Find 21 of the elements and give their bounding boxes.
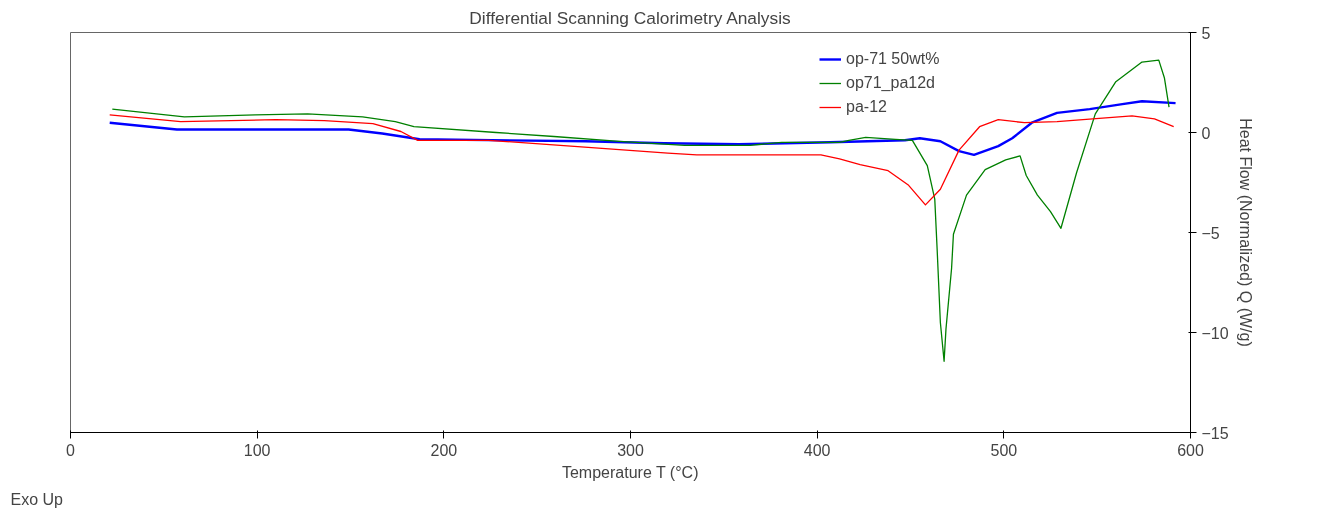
x-tick-label: 500 bbox=[990, 441, 1018, 459]
x-tick-label: 0 bbox=[66, 441, 76, 459]
legend-label: op71_pa12d bbox=[846, 74, 935, 92]
x-tick-label: 400 bbox=[803, 441, 831, 459]
legend-label: pa-12 bbox=[846, 98, 887, 116]
text: Exo Up bbox=[10, 490, 64, 508]
y-axis-title: Heat Flow (Normalized) Q (W/g) bbox=[1236, 118, 1254, 347]
x-tick-label: 200 bbox=[430, 441, 458, 459]
y-tick-label: 5 bbox=[1201, 24, 1211, 42]
y-tick-label: −10 bbox=[1201, 324, 1229, 342]
legend-label: op-71 50wt% bbox=[846, 50, 940, 68]
line-series bbox=[108, 100, 1177, 157]
x-axis-title: Temperature T (°C) bbox=[561, 463, 699, 481]
line-series bbox=[109, 114, 1175, 206]
x-tick-label: 100 bbox=[243, 441, 271, 459]
chart-title: Differential Scanning Calorimetry Analysis bbox=[469, 7, 792, 28]
y-tick-label: −5 bbox=[1201, 224, 1220, 242]
y-tick-label: 0 bbox=[1201, 124, 1211, 142]
x-tick-label: 300 bbox=[617, 441, 644, 459]
x-tick-label: 600 bbox=[1177, 441, 1204, 459]
y-tick-label: −15 bbox=[1201, 424, 1229, 442]
